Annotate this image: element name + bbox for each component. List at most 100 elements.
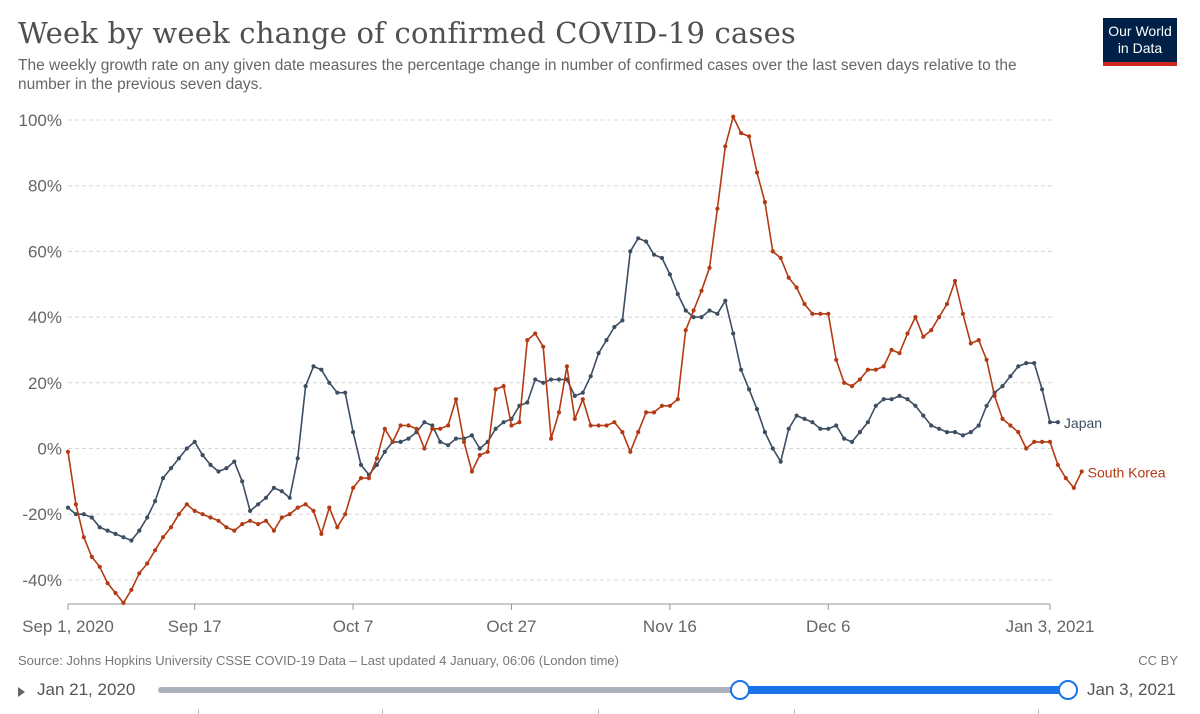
data-point-japan [1055, 420, 1060, 425]
data-point-south-korea [802, 301, 807, 307]
data-point-japan [960, 433, 966, 438]
data-point-japan [762, 430, 768, 435]
data-point-south-korea [343, 512, 348, 517]
timeline-tick [1038, 709, 1039, 714]
data-point-japan [1032, 361, 1037, 366]
x-tick-label: Oct 7 [333, 617, 374, 636]
data-point-japan [525, 400, 530, 405]
data-point-south-korea [517, 420, 522, 425]
data-point-south-korea [192, 508, 197, 513]
owid-logo[interactable]: Our World in Data [1103, 18, 1177, 66]
data-point-japan [588, 374, 593, 379]
data-point-south-korea [121, 600, 126, 606]
data-point-south-korea [976, 338, 981, 343]
data-point-japan [905, 397, 910, 402]
timeline-tick [382, 709, 383, 714]
data-point-japan [842, 436, 847, 441]
data-point-japan [984, 403, 989, 408]
data-point-japan [659, 255, 665, 261]
data-point-south-korea [937, 315, 942, 320]
play-icon[interactable] [18, 687, 25, 697]
data-point-south-korea [390, 439, 395, 444]
data-point-south-korea [319, 531, 324, 537]
timeline-start-label[interactable]: Jan 21, 2020 [37, 680, 136, 699]
x-tick-label: Nov 16 [643, 617, 697, 636]
data-point-south-korea [271, 528, 276, 533]
data-point-japan [667, 272, 673, 277]
data-point-south-korea [572, 416, 577, 421]
data-point-japan [153, 499, 158, 504]
data-point-japan [327, 380, 332, 385]
x-tick-label: Sep 1, 2020 [22, 617, 114, 636]
data-point-south-korea [826, 311, 831, 316]
data-point-south-korea [612, 420, 617, 425]
license-link[interactable]: CC BY [1138, 653, 1178, 668]
data-point-south-korea [1071, 485, 1076, 490]
data-point-japan [636, 236, 641, 241]
data-point-japan [406, 436, 411, 441]
data-point-south-korea [1040, 439, 1045, 444]
data-point-south-korea [145, 561, 150, 566]
data-point-south-korea [461, 439, 467, 444]
data-point-japan [113, 531, 118, 537]
timeline-track[interactable] [158, 687, 1068, 693]
data-point-japan [604, 338, 609, 343]
timeline-end-handle[interactable] [1058, 680, 1078, 700]
data-point-south-korea [842, 380, 847, 385]
timeline-selected-range[interactable] [740, 686, 1068, 694]
data-point-japan [628, 249, 633, 254]
data-point-japan [121, 535, 126, 540]
data-point-south-korea [477, 453, 482, 458]
data-point-south-korea [770, 249, 775, 254]
data-point-south-korea [968, 341, 973, 346]
data-point-south-korea [778, 255, 783, 261]
data-point-japan [541, 380, 546, 385]
data-point-south-korea [295, 505, 300, 510]
data-point-south-korea [469, 469, 474, 474]
data-point-japan [644, 239, 649, 244]
data-point-japan [279, 489, 284, 494]
data-point-south-korea [501, 384, 506, 389]
data-point-south-korea [897, 351, 902, 356]
data-point-japan [810, 420, 815, 425]
data-point-south-korea [406, 423, 411, 428]
data-point-south-korea [739, 131, 744, 136]
data-point-south-korea [929, 328, 934, 333]
data-point-japan [477, 446, 482, 451]
data-point-japan [1000, 384, 1005, 389]
data-point-japan [865, 420, 871, 425]
data-point-south-korea [137, 571, 142, 576]
data-point-south-korea [176, 512, 181, 517]
data-point-south-korea [81, 535, 86, 540]
data-point-south-korea [1008, 423, 1013, 428]
chart-subtitle: The weekly growth rate on any given date… [18, 57, 1017, 93]
y-tick-label: 20% [28, 374, 62, 393]
data-point-japan [358, 462, 364, 467]
data-point-japan [849, 439, 855, 444]
data-point-japan [398, 439, 403, 444]
data-point-south-korea [889, 347, 894, 352]
timeline-start-handle[interactable] [730, 680, 751, 700]
y-tick-label: -40% [22, 571, 62, 590]
data-point-japan [826, 426, 831, 431]
data-point-south-korea [786, 275, 791, 280]
data-point-south-korea [366, 476, 371, 481]
data-point-japan [129, 538, 134, 543]
data-point-south-korea [960, 311, 966, 316]
y-tick-label: 60% [28, 242, 62, 261]
data-point-japan [913, 403, 918, 408]
data-point-south-korea [160, 535, 166, 540]
y-tick-label: 80% [28, 177, 62, 196]
data-point-japan [556, 377, 562, 382]
timeline-end-label[interactable]: Jan 3, 2021 [1087, 680, 1176, 699]
timeline-ticks [158, 709, 1068, 714]
y-tick-label: 0% [37, 440, 62, 459]
data-point-south-korea [509, 423, 514, 428]
data-point-japan [739, 367, 744, 372]
data-point-japan [572, 393, 577, 398]
data-point-south-korea [240, 522, 245, 527]
data-point-south-korea [1000, 416, 1005, 421]
data-point-japan [620, 318, 625, 323]
data-point-japan [549, 377, 554, 382]
data-point-south-korea [849, 384, 855, 389]
